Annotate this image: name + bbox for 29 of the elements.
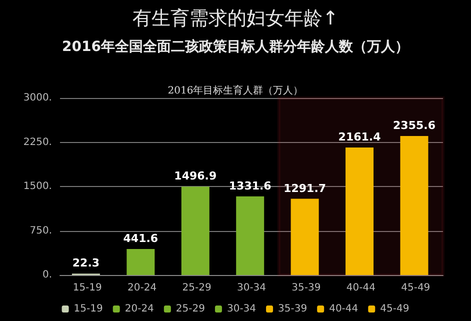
- chart-title: 有生育需求的妇女年龄↑: [132, 8, 338, 30]
- data-label: 1331.6: [228, 179, 272, 192]
- x-tick-label: 45-49: [401, 282, 430, 294]
- legend-label: 25-29: [176, 304, 205, 314]
- legend-label: 20-24: [124, 304, 154, 314]
- x-tick-label: 15-19: [72, 282, 102, 294]
- legend-label: 30-34: [226, 304, 256, 314]
- y-tick-label: 1500.: [23, 181, 52, 192]
- x-tick-label: 25-29: [182, 282, 212, 294]
- y-tick-label: 3000.: [23, 92, 52, 104]
- x-tick-label: 35-39: [292, 282, 321, 294]
- data-label: 2161.4: [338, 130, 382, 144]
- data-label: 22.3: [72, 256, 100, 270]
- legend-label: 35-39: [278, 304, 308, 314]
- x-tick-label: 20-24: [128, 282, 157, 294]
- data-label: 1291.7: [284, 182, 326, 195]
- legend-label: 45-49: [380, 304, 410, 314]
- y-tick-label: 0.: [42, 270, 52, 280]
- data-label: 1496.9: [174, 170, 217, 183]
- data-label: 2355.6: [393, 119, 436, 132]
- legend-label: 40-44: [329, 304, 358, 314]
- x-tick-label: 40-44: [346, 282, 376, 294]
- y-tick-label: 2250.: [23, 136, 52, 148]
- data-label: 441.6: [123, 232, 158, 245]
- x-tick-label: 30-34: [236, 282, 266, 294]
- chart-subtitle: 2016年全国全面二孩政策目标人群分年龄人数（万人）: [62, 38, 409, 55]
- legend-label: 15-19: [74, 304, 103, 314]
- text: 2016年目标生育人群（万人）: [168, 84, 304, 96]
- y-tick-label: 750.: [30, 225, 52, 236]
